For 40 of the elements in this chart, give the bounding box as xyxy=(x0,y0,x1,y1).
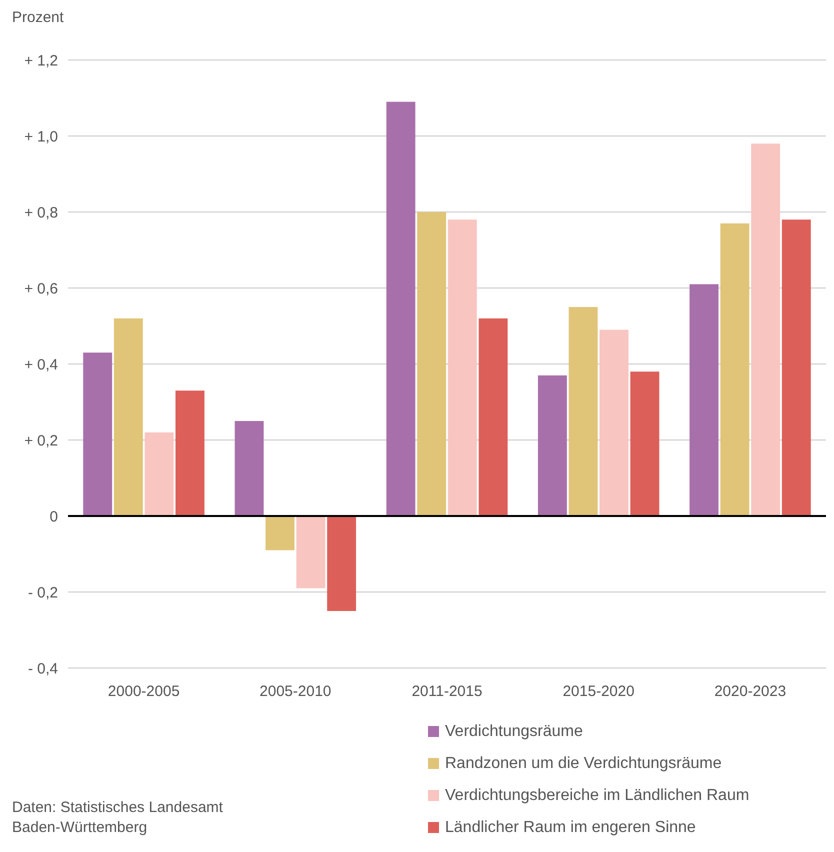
y-tick-label: + 0,6 xyxy=(24,280,58,298)
y-tick-label: + 0,4 xyxy=(24,356,58,374)
text: Daten: Statistisches Landesamt Baden-Württemberg xyxy=(12,799,224,836)
bar xyxy=(751,144,780,516)
bar xyxy=(296,516,326,588)
y-tick-label: + 0,2 xyxy=(24,432,58,450)
bar xyxy=(690,284,718,516)
y-tick-label: + 0,8 xyxy=(24,204,58,222)
y-tick-label: - 0,4 xyxy=(28,660,58,678)
x-tick-label: 2015-2020 xyxy=(562,683,634,700)
bar xyxy=(538,375,567,516)
bar xyxy=(478,318,508,516)
bar xyxy=(568,307,598,516)
x-tick-label: 2000-2005 xyxy=(108,683,180,700)
bar xyxy=(630,372,660,516)
y-tick-label: - 0,2 xyxy=(28,584,58,602)
x-tick-label: 2011-2015 xyxy=(412,683,482,700)
legend-label: Ländlicher Raum im engeren Sinne xyxy=(445,819,696,836)
x-tick-label: 2020-2023 xyxy=(714,683,786,700)
bar xyxy=(83,352,112,516)
bar xyxy=(448,220,477,516)
bar xyxy=(176,390,204,516)
legend-label: Verdichtungsbereiche im Ländlichen Raum xyxy=(445,787,750,804)
legend-label: Verdichtungsräume xyxy=(445,723,583,740)
bar xyxy=(720,223,750,516)
legend-label: Randzonen um die Verdichtungsräume xyxy=(445,755,722,772)
bar xyxy=(782,220,811,516)
y-axis-title: Prozent xyxy=(12,9,65,26)
bar xyxy=(600,330,628,516)
bar xyxy=(417,212,446,516)
y-tick-label: 0 xyxy=(50,508,58,526)
y-tick-label: + 1,2 xyxy=(24,52,58,70)
x-tick-label: 2005-2010 xyxy=(260,683,332,700)
bar xyxy=(234,421,264,516)
bar xyxy=(144,432,174,516)
bar xyxy=(327,516,356,611)
bar xyxy=(266,516,294,550)
y-tick-label: + 1,0 xyxy=(24,128,58,146)
bar xyxy=(386,102,416,516)
bar xyxy=(114,318,143,516)
